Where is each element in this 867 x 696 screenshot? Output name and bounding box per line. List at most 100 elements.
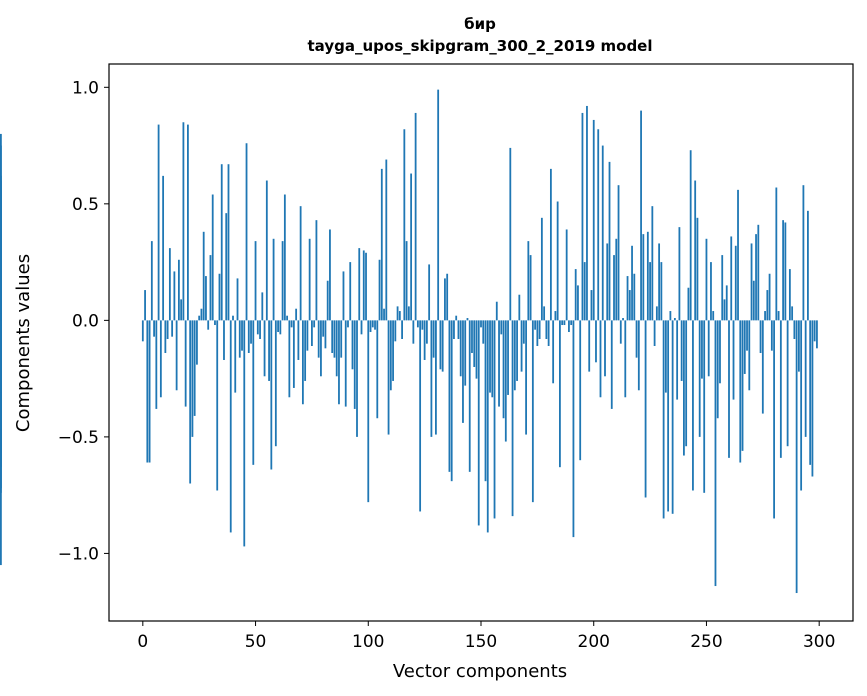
bar-225 xyxy=(649,262,651,321)
bar-152 xyxy=(484,320,487,482)
bar-93 xyxy=(351,320,354,370)
bar-126 xyxy=(425,320,428,344)
bar-218 xyxy=(633,273,636,321)
bar-262 xyxy=(732,320,735,400)
bar-284 xyxy=(782,220,785,321)
bar-216 xyxy=(628,290,631,321)
bar-228 xyxy=(655,306,658,321)
y-axis-label: Components values xyxy=(13,254,34,432)
bar-26 xyxy=(200,308,203,321)
bar-221 xyxy=(640,110,642,321)
bar-110 xyxy=(389,320,392,391)
bar-45 xyxy=(243,320,246,547)
bar-251 xyxy=(707,320,710,377)
bar-257 xyxy=(721,255,724,321)
bar-42 xyxy=(236,278,239,321)
bar-265 xyxy=(739,320,742,463)
bar-187 xyxy=(563,320,566,326)
bar-238 xyxy=(678,227,681,321)
bar-175 xyxy=(536,320,539,346)
bar-212 xyxy=(619,320,622,344)
bar-125 xyxy=(423,320,426,360)
bar-209 xyxy=(613,255,615,321)
bar-246 xyxy=(696,217,699,321)
bar-22 xyxy=(191,320,194,437)
bar-242 xyxy=(687,287,690,321)
bar-111 xyxy=(392,320,394,381)
bar-121 xyxy=(414,112,417,321)
bar-68 xyxy=(295,308,298,321)
bar-243 xyxy=(689,150,692,321)
bar-214 xyxy=(624,320,627,398)
bar-15 xyxy=(175,320,178,391)
bar-270 xyxy=(750,243,753,321)
bar-28 xyxy=(205,276,207,321)
bar-248 xyxy=(701,320,703,379)
bar-99 xyxy=(365,252,367,321)
bar-142 xyxy=(462,320,464,423)
bar-281 xyxy=(775,187,778,321)
bar-123 xyxy=(419,320,422,512)
bar-120 xyxy=(412,320,415,344)
bar-137 xyxy=(450,320,453,482)
bar-84 xyxy=(331,320,334,353)
bar-268 xyxy=(746,320,748,351)
bar-78 xyxy=(317,320,320,358)
bar-234 xyxy=(669,311,672,321)
chart-title: бир xyxy=(464,15,496,33)
bar-261 xyxy=(730,236,733,321)
bar-210 xyxy=(615,238,618,321)
bar-0 xyxy=(141,320,144,342)
y-axis-ticks: −1.0 −0.5 0.0 0.5 1.0 xyxy=(58,78,109,564)
bar-128 xyxy=(430,320,433,437)
bar-260 xyxy=(728,320,730,458)
bar-14 xyxy=(173,271,176,321)
bar-289 xyxy=(793,320,796,339)
bar-172 xyxy=(529,255,532,321)
bar-245 xyxy=(694,180,697,321)
bar-133 xyxy=(441,320,444,372)
bar-34 xyxy=(218,273,221,321)
bar-91 xyxy=(347,320,349,328)
bar-189 xyxy=(568,320,570,333)
x-tick-label: 100 xyxy=(352,632,384,652)
bar-38 xyxy=(227,164,230,321)
bar-54 xyxy=(263,320,266,377)
bar-249 xyxy=(703,320,706,493)
bar-106 xyxy=(380,168,383,321)
bar-37 xyxy=(225,213,228,321)
bar-57 xyxy=(270,320,273,470)
bar-199 xyxy=(590,290,593,321)
bar-130 xyxy=(435,320,437,435)
bar-79 xyxy=(320,320,322,377)
bar-202 xyxy=(597,129,600,321)
bar-154 xyxy=(489,320,491,393)
bar-127 xyxy=(428,264,431,321)
bar-3 xyxy=(148,320,151,463)
bar-50 xyxy=(254,241,257,321)
bar-203 xyxy=(599,320,602,398)
bar-219 xyxy=(635,320,638,358)
bars-group xyxy=(0,89,818,594)
y-tick-label: −0.5 xyxy=(58,428,99,448)
bar-244 xyxy=(692,320,694,491)
bar-73 xyxy=(306,320,309,351)
bar-286 xyxy=(786,320,789,447)
y-tick-label: −1.0 xyxy=(58,544,99,564)
bar-90 xyxy=(344,320,347,407)
bar-258 xyxy=(723,299,726,321)
bar-129 xyxy=(432,320,435,358)
bar-101 xyxy=(369,320,372,333)
bar-200 xyxy=(592,119,595,321)
bar-232 xyxy=(664,320,667,393)
bar-253 xyxy=(712,311,715,321)
bar-8 xyxy=(159,320,162,398)
x-axis-label: Vector components xyxy=(393,661,567,682)
bar-296 xyxy=(809,320,812,465)
x-axis-ticks: 0 50 100 150 200 250 300 xyxy=(137,621,835,652)
bar-43 xyxy=(238,320,241,358)
bar-67 xyxy=(292,320,295,388)
bar-2 xyxy=(146,320,149,463)
bar-13 xyxy=(171,320,174,337)
bar-80 xyxy=(322,320,325,337)
